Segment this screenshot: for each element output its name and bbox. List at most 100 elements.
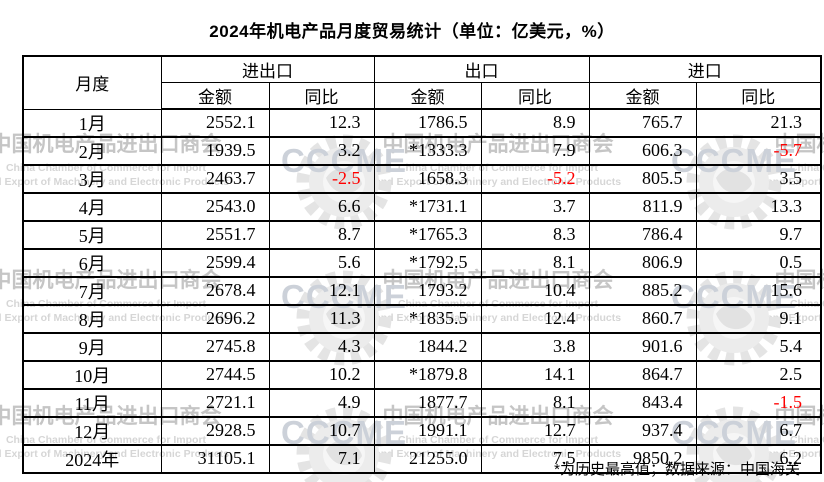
- table-row: 3月 2463.7 -2.5 1658.3 -5.2 805.5 3.5: [22, 164, 822, 194]
- cell-import_amount: 885.2: [588, 276, 697, 306]
- cell-export_yoy: 12.7: [480, 416, 590, 446]
- table-row: 9月 2745.8 4.3 1844.2 3.8 901.6 5.4: [22, 332, 822, 362]
- cell-import_export_amount: 2463.7: [160, 164, 270, 194]
- cell-import_amount: 805.5: [588, 164, 697, 194]
- cell-month: 5月: [22, 220, 162, 250]
- cell-import_export_amount: 2599.4: [160, 248, 270, 278]
- cell-import_amount: 606.3: [588, 136, 697, 166]
- cell-export_yoy: 8.1: [480, 388, 590, 418]
- cell-import_export_yoy: 5.6: [268, 248, 375, 278]
- cell-import_amount: 786.4: [588, 220, 697, 250]
- cell-import_export_yoy: 12.3: [268, 109, 375, 138]
- cell-month: 9月: [22, 332, 162, 362]
- trade-statistics-table: 月度 进出口 出口 进口 金额 同比 金额 同比 金额 同比 1月 2552.1 1…: [22, 55, 822, 474]
- header-export-amount: 金额: [373, 82, 482, 110]
- cell-month: 6月: [22, 248, 162, 278]
- table-row: 8月 2696.2 11.3 *1835.5 12.4 860.7 9.1: [22, 304, 822, 334]
- cell-export_yoy: 8.1: [480, 248, 590, 278]
- cell-import_export_yoy: 7.1: [268, 444, 375, 474]
- cell-import_amount: 765.7: [588, 109, 697, 138]
- cell-export_amount: 1877.7: [373, 388, 482, 418]
- cell-import_export_amount: 2696.2: [160, 304, 270, 334]
- cell-import_export_yoy: 10.7: [268, 416, 375, 446]
- table-row: 1月 2552.1 12.3 1786.5 8.9 765.7 21.3: [22, 109, 822, 138]
- header-group-import-export: 进出口: [160, 56, 375, 83]
- cell-export_yoy: 8.3: [480, 220, 590, 250]
- cell-import_export_yoy: 11.3: [268, 304, 375, 334]
- cell-import_yoy: 5.4: [695, 332, 822, 362]
- cell-import_export_yoy: -2.5: [268, 164, 375, 194]
- cell-export_yoy: 8.9: [480, 109, 590, 138]
- header-group-row: 月度 进出口 出口 进口: [22, 56, 822, 110]
- cell-import_export_amount: 2721.1: [160, 388, 270, 418]
- cell-export_amount: *1792.5: [373, 248, 482, 278]
- cell-import_amount: 901.6: [588, 332, 697, 362]
- table-row: 7月 2678.4 12.1 1793.2 10.4 885.2 15.6: [22, 276, 822, 306]
- cell-import_yoy: 21.3: [695, 109, 822, 138]
- table-row: 6月 2599.4 5.6 *1792.5 8.1 806.9 0.5: [22, 248, 822, 278]
- cell-import_amount: 864.7: [588, 360, 697, 390]
- cell-export_yoy: 3.8: [480, 332, 590, 362]
- cell-import_yoy: 13.3: [695, 192, 822, 222]
- cell-export_yoy: 10.4: [480, 276, 590, 306]
- cell-export_amount: *1731.1: [373, 192, 482, 222]
- header-export-yoy: 同比: [480, 82, 590, 110]
- cell-month: 12月: [22, 416, 162, 446]
- cell-export_amount: 1991.1: [373, 416, 482, 446]
- cell-import_yoy: 6.7: [695, 416, 822, 446]
- cell-export_yoy: 12.4: [480, 304, 590, 334]
- cell-import_yoy: 2.5: [695, 360, 822, 390]
- header-import-yoy: 同比: [695, 82, 822, 110]
- cell-import_export_amount: 2552.1: [160, 109, 270, 138]
- cell-month: 1月: [22, 109, 162, 138]
- cell-month: 10月: [22, 360, 162, 390]
- cell-import_yoy: 3.5: [695, 164, 822, 194]
- cell-import_export_amount: 2678.4: [160, 276, 270, 306]
- table-row: 10月 2744.5 10.2 *1879.8 14.1 864.7 2.5: [22, 360, 822, 390]
- header-ie-amount: 金额: [160, 82, 270, 110]
- cell-month: 2024年: [22, 444, 162, 474]
- table-header: 月度 进出口 出口 进口 金额 同比 金额 同比 金额 同比: [22, 56, 822, 110]
- header-group-export: 出口: [373, 56, 590, 83]
- cell-import_yoy: 15.6: [695, 276, 822, 306]
- cell-export_amount: 1658.3: [373, 164, 482, 194]
- cell-month: 3月: [22, 164, 162, 194]
- cell-export_amount: *1879.8: [373, 360, 482, 390]
- cell-import_yoy: -5.7: [695, 136, 822, 166]
- cell-export_yoy: -5.2: [480, 164, 590, 194]
- cell-month: 7月: [22, 276, 162, 306]
- header-group-import: 进口: [588, 56, 822, 83]
- cell-import_export_yoy: 10.2: [268, 360, 375, 390]
- header-sub-row: 金额 同比 金额 同比 金额 同比: [23, 82, 822, 110]
- cell-import_export_yoy: 4.9: [268, 388, 375, 418]
- cell-import_yoy: 9.1: [695, 304, 822, 334]
- header-ie-yoy: 同比: [268, 82, 375, 110]
- cell-export_yoy: 7.5: [480, 444, 590, 474]
- table-row: 5月 2551.7 8.7 *1765.3 8.3 786.4 9.7: [22, 220, 822, 250]
- table-row: 11月 2721.1 4.9 1877.7 8.1 843.4 -1.5: [22, 388, 822, 418]
- table-body: 1月 2552.1 12.3 1786.5 8.9 765.7 21.3 2月 1939.5 3.…: [22, 109, 822, 474]
- cell-export_amount: 1844.2: [373, 332, 482, 362]
- cell-import_export_amount: 2745.8: [160, 332, 270, 362]
- cell-import_amount: 860.7: [588, 304, 697, 334]
- cell-import_export_amount: 2551.7: [160, 220, 270, 250]
- cell-import_export_yoy: 12.1: [268, 276, 375, 306]
- cell-export_yoy: 7.9: [480, 136, 590, 166]
- page-title: 2024年机电产品月度贸易统计（单位：亿美元，%）: [209, 22, 615, 41]
- cell-export_amount: *1835.5: [373, 304, 482, 334]
- cell-export_amount: 1786.5: [373, 109, 482, 138]
- cell-export_amount: *1765.3: [373, 220, 482, 250]
- cell-month: 4月: [22, 192, 162, 222]
- cell-import_export_yoy: 3.2: [268, 136, 375, 166]
- cell-month: 11月: [22, 388, 162, 418]
- table-row: 2月 1939.5 3.2 *1333.3 7.9 606.3 -5.7: [22, 136, 822, 166]
- cell-import_export_yoy: 6.6: [268, 192, 375, 222]
- cell-export_amount: 21255.0: [373, 444, 482, 474]
- cell-import_export_amount: 2744.5: [160, 360, 270, 390]
- cell-import_amount: 937.4: [588, 416, 697, 446]
- cell-import_export_amount: 2543.0: [160, 192, 270, 222]
- cell-import_amount: 9850.2: [588, 444, 697, 474]
- cell-export_amount: 1793.2: [373, 276, 482, 306]
- cell-import_amount: 843.4: [588, 388, 697, 418]
